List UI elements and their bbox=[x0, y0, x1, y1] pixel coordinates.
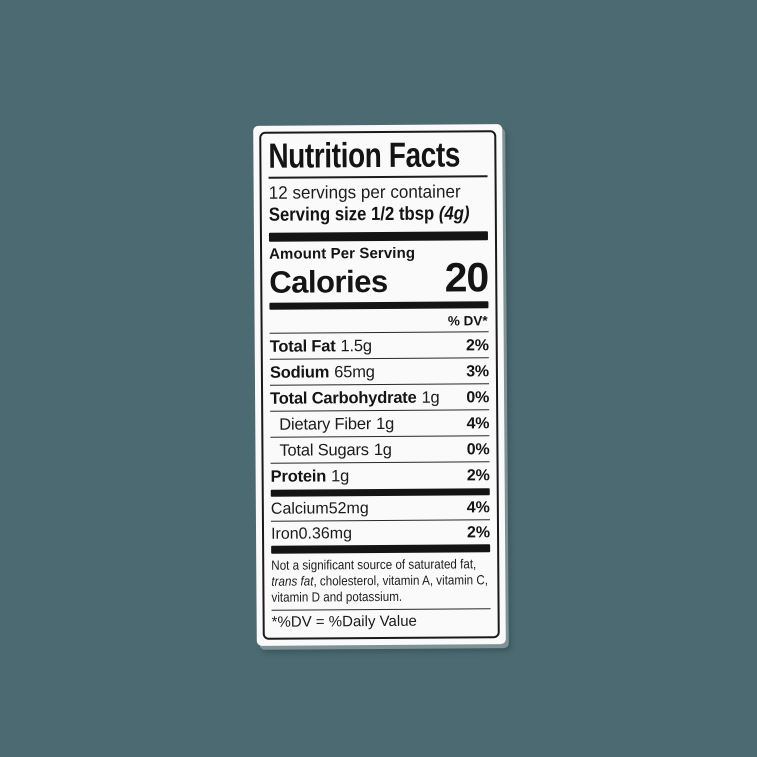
label-title: Nutrition Facts bbox=[268, 135, 461, 176]
mineral-dv: 4% bbox=[466, 498, 490, 516]
mineral-amount: 52mg bbox=[328, 499, 369, 517]
nutrient-dv: 0% bbox=[466, 388, 490, 406]
nutrient-name: Sodium bbox=[269, 362, 330, 382]
mineral-amount: 0.36mg bbox=[298, 524, 353, 543]
footnote-italic-text: trans fat bbox=[271, 573, 314, 589]
serving-size-value: 1/2 tbsp bbox=[370, 203, 435, 226]
nutrient-name: Protein bbox=[270, 466, 327, 486]
nutrient-row-total-sugars: Total Sugars 1g 0% bbox=[270, 434, 490, 463]
nutrient-amount: 1g bbox=[376, 414, 395, 433]
nutrient-name: Total Carbohydrate bbox=[270, 388, 417, 408]
nutrition-facts-label: Nutrition Facts 12 servings per containe… bbox=[253, 124, 506, 647]
divider-thick-top bbox=[268, 231, 488, 242]
mineral-dv: 2% bbox=[466, 523, 491, 541]
nutrient-dv: 2% bbox=[466, 466, 490, 484]
mineral-row-iron: Iron0.36mg 2% bbox=[270, 518, 491, 546]
nutrition-facts-box: Nutrition Facts 12 servings per containe… bbox=[259, 130, 500, 641]
calories-value: 20 bbox=[444, 254, 489, 301]
nutrient-row-total-carbohydrate: Total Carbohydrate 1g 0% bbox=[269, 382, 490, 411]
nutrient-row-dietary-fiber: Dietary Fiber 1g 4% bbox=[270, 408, 490, 437]
calories-row: Calories 20 bbox=[269, 254, 489, 301]
nutrient-row-sodium: Sodium 65mg 3% bbox=[269, 356, 489, 385]
nutrient-name: Dietary Fiber bbox=[279, 414, 372, 434]
nutrient-amount: 1g bbox=[331, 466, 350, 485]
nutrient-name: Total Fat bbox=[269, 336, 336, 356]
nutrient-amount: 1g bbox=[421, 388, 440, 407]
nutrient-row-total-fat: Total Fat 1.5g 2% bbox=[269, 330, 489, 359]
nutrient-dv: 3% bbox=[466, 362, 489, 380]
mineral-row-calcium: Calcium52mg 4% bbox=[271, 495, 490, 521]
nutrient-dv: 2% bbox=[465, 336, 489, 354]
title-section: Nutrition Facts bbox=[268, 135, 488, 179]
calories-label: Calories bbox=[269, 263, 388, 300]
serving-size-label: Serving size bbox=[268, 204, 367, 226]
nutrient-dv: 0% bbox=[466, 440, 490, 458]
serving-size-weight: (4g) bbox=[438, 203, 470, 225]
nutrient-amount: 65mg bbox=[334, 362, 375, 381]
daily-value-header: % DV* bbox=[447, 312, 488, 329]
daily-value-definition: *%DV = %Daily Value bbox=[271, 608, 491, 633]
nutrient-name: Total Sugars bbox=[279, 440, 369, 460]
footnote: Not a significant source of saturated fa… bbox=[271, 552, 492, 610]
nutrient-amount: 1g bbox=[373, 440, 392, 459]
serving-size-line: Serving size 1/2 tbsp (4g) bbox=[269, 202, 488, 233]
nutrient-row-protein: Protein 1g 2% bbox=[270, 460, 490, 489]
mineral-name: Calcium bbox=[270, 499, 329, 518]
nutrient-amount: 1.5g bbox=[340, 336, 372, 355]
footnote-text: Not a significant source of saturated fa… bbox=[271, 555, 477, 573]
servings-per-container: 12 servings per container bbox=[268, 181, 461, 203]
nutrient-dv: 4% bbox=[466, 414, 490, 432]
mineral-name: Iron bbox=[270, 525, 299, 543]
